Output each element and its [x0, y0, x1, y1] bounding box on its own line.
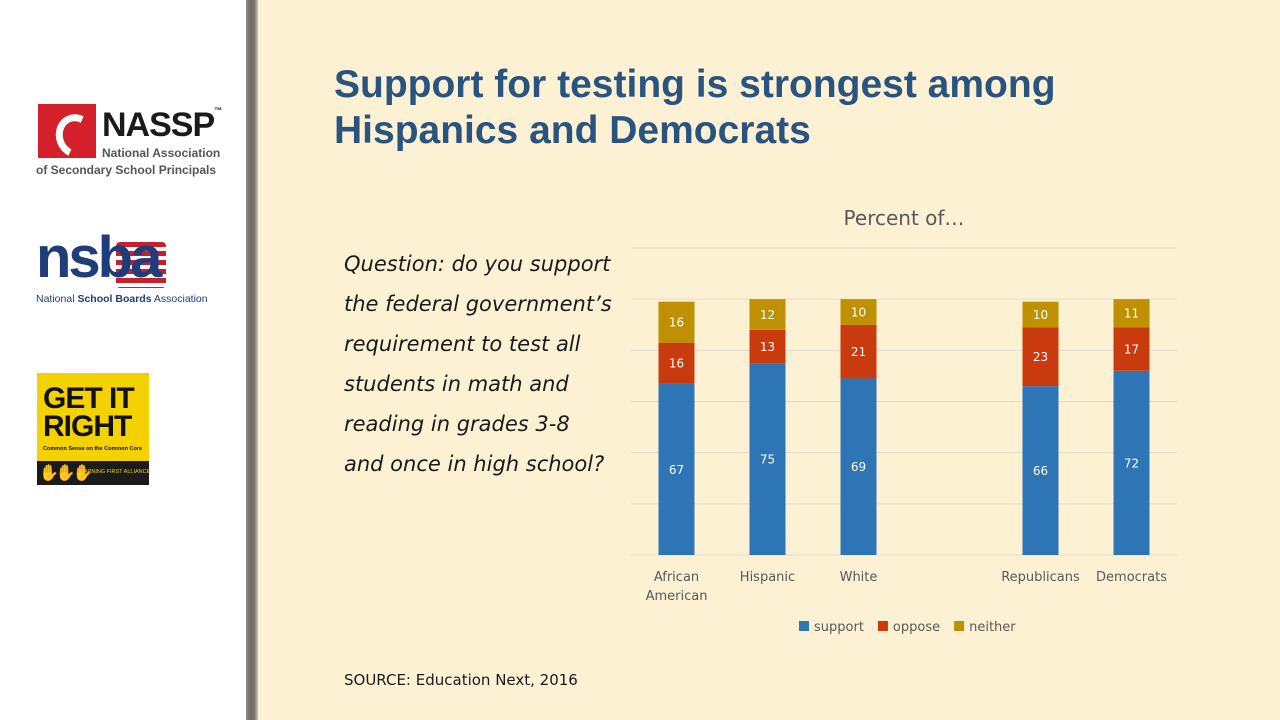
bar-segment-support — [840, 378, 877, 555]
nsba-wordmark: nsba — [36, 225, 162, 290]
get-it-right-wordmark: GET IT RIGHT — [43, 382, 135, 443]
category-label: White — [840, 570, 878, 585]
bar-segment-oppose — [749, 329, 786, 364]
category-label: Republicans — [1001, 570, 1080, 585]
data-label-support: 66 — [1033, 464, 1048, 478]
legend-swatch-neither — [954, 621, 965, 631]
data-label-neither: 11 — [1124, 307, 1139, 321]
bar-segment-oppose — [1022, 327, 1059, 387]
get-it-right-band — [37, 461, 149, 485]
source-note: SOURCE: Education Next, 2016 — [344, 671, 578, 689]
bar-segment-support — [658, 383, 695, 555]
bar-segment-oppose — [840, 324, 877, 379]
bar-segment-support — [749, 363, 786, 555]
bar-segment-neither — [1113, 299, 1150, 328]
bar-segment-support — [1022, 386, 1059, 555]
category-label: Democrats — [1096, 570, 1167, 585]
data-label-neither: 10 — [1033, 308, 1048, 322]
data-label-neither: 10 — [851, 305, 866, 319]
data-label-support: 69 — [851, 460, 866, 474]
bar-segment-neither — [1022, 301, 1059, 328]
bar-segment-neither — [840, 299, 877, 325]
nsba-tagline: National School Boards Association — [36, 293, 208, 305]
legend-label-neither: neither — [969, 620, 1016, 635]
legend-swatch-oppose — [877, 621, 888, 631]
category-label: American — [646, 589, 708, 604]
question-text: Question: do you support the federal gov… — [344, 252, 612, 476]
bar-segment-oppose — [1113, 327, 1150, 371]
nassp-emblem-icon — [38, 104, 103, 164]
bar-segment-support — [1113, 370, 1150, 555]
data-label-support: 75 — [760, 453, 775, 467]
data-label-oppose: 17 — [1124, 343, 1139, 357]
nassp-name: NASSP™ — [102, 106, 222, 144]
category-label: African — [654, 570, 699, 585]
flag-stripes-icon — [116, 242, 166, 288]
nassp-subtitle-line1: National Association — [102, 146, 221, 160]
data-label-support: 72 — [1124, 456, 1139, 470]
chart-title: Percent of… — [844, 206, 965, 230]
bar-segment-neither — [658, 301, 695, 343]
slide-title: Support for testing is strongest among H… — [334, 62, 1234, 154]
nsba-logo: nsba National School Boards Association — [36, 228, 208, 310]
legend-label-oppose: oppose — [893, 620, 940, 635]
data-label-oppose: 23 — [1033, 350, 1048, 364]
data-label-oppose: 21 — [851, 345, 866, 359]
bar-segment-neither — [749, 299, 786, 330]
title-line-1: Support for testing is strongest among — [334, 63, 1056, 106]
data-label-neither: 16 — [669, 316, 684, 330]
title-line-2: Hispanics and Democrats — [334, 109, 811, 152]
sidebar-divider — [246, 0, 258, 720]
data-label-neither: 12 — [760, 308, 775, 322]
get-it-right-subtitle: Common Sense on the Common Core — [43, 446, 143, 452]
stacked-bar-chart: Percent of… 67 16 16 African American 75 13 12 Hi… — [631, 206, 1177, 635]
legend-swatch-support — [799, 621, 809, 631]
raised-hands-icon: ✋✋✋ — [39, 465, 93, 482]
data-label-support: 67 — [669, 463, 684, 477]
nassp-subtitle-line2: of Secondary School Principals — [36, 163, 217, 177]
category-label: Hispanic — [740, 570, 795, 585]
data-label-oppose: 13 — [760, 340, 775, 354]
legend-label-support: support — [814, 620, 864, 635]
data-label-oppose: 16 — [669, 357, 684, 371]
get-it-right-logo: GET IT RIGHT Common Sense on the Common C… — [37, 373, 151, 485]
nassp-logo: NASSP™ National Association of Secondary… — [36, 100, 236, 182]
learning-first-alliance-label: LEARNING FIRST ALLIANCE — [77, 469, 151, 475]
bar-segment-oppose — [658, 342, 695, 384]
